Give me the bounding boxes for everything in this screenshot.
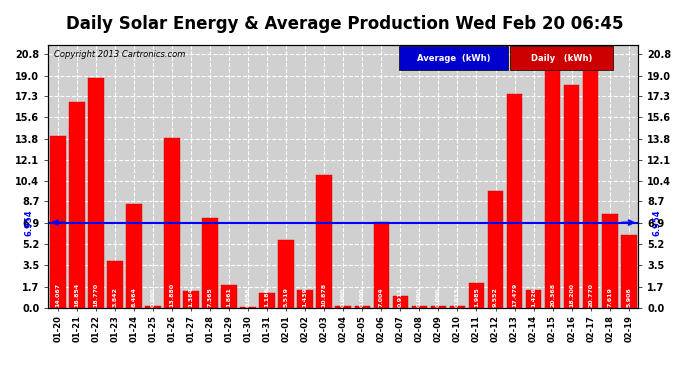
Text: 10.878: 10.878	[322, 282, 327, 306]
Text: 17.479: 17.479	[512, 282, 517, 306]
Text: 1.985: 1.985	[474, 286, 479, 306]
Text: 7.619: 7.619	[607, 286, 612, 306]
Text: 0.000: 0.000	[150, 287, 155, 306]
Text: 6.954: 6.954	[25, 209, 34, 236]
Text: 1.439: 1.439	[303, 286, 308, 306]
Bar	[373, 222, 389, 308]
Bar	[431, 306, 446, 308]
Text: 0.000: 0.000	[359, 287, 365, 306]
Text: 1.426: 1.426	[531, 286, 536, 306]
Bar	[450, 306, 465, 308]
Bar	[488, 191, 503, 308]
Bar	[317, 175, 332, 308]
Text: 20.368: 20.368	[550, 282, 555, 306]
Text: 7.365: 7.365	[208, 286, 213, 306]
Text: 0.000: 0.000	[436, 287, 441, 306]
Text: 5.906: 5.906	[627, 287, 631, 306]
Text: 18.770: 18.770	[93, 282, 99, 306]
Bar	[526, 290, 542, 308]
Text: 20.770: 20.770	[588, 282, 593, 306]
Text: Daily   (kWh): Daily (kWh)	[531, 54, 593, 63]
Text: 0.911: 0.911	[398, 287, 403, 306]
Text: 0.056: 0.056	[246, 287, 250, 306]
Bar	[145, 306, 161, 308]
Text: 14.067: 14.067	[55, 282, 60, 306]
Text: Average  (kWh): Average (kWh)	[417, 54, 491, 63]
FancyBboxPatch shape	[400, 46, 509, 70]
Bar	[184, 291, 199, 308]
Bar	[107, 261, 123, 308]
Bar	[297, 290, 313, 308]
Bar	[88, 78, 104, 308]
Text: 8.464: 8.464	[131, 286, 137, 306]
Bar	[221, 285, 237, 308]
Text: 1.186: 1.186	[265, 286, 270, 306]
Bar	[621, 236, 637, 308]
Text: 7.004: 7.004	[379, 287, 384, 306]
Bar	[545, 59, 560, 308]
Text: 16.854: 16.854	[75, 282, 79, 306]
Bar	[506, 94, 522, 308]
Bar	[564, 85, 580, 308]
Bar	[50, 136, 66, 308]
Text: 1.384: 1.384	[188, 286, 193, 306]
Text: Daily Solar Energy & Average Production Wed Feb 20 06:45: Daily Solar Energy & Average Production …	[66, 15, 624, 33]
Bar	[602, 214, 618, 308]
Text: 0.000: 0.000	[341, 287, 346, 306]
Bar	[164, 138, 180, 308]
Bar	[393, 296, 408, 307]
Bar	[469, 283, 484, 308]
Bar	[202, 217, 218, 308]
Bar	[278, 240, 294, 308]
Text: 9.552: 9.552	[493, 286, 498, 306]
Bar	[259, 293, 275, 308]
Text: 1.861: 1.861	[226, 286, 232, 306]
Bar	[412, 306, 427, 308]
Text: 0.013: 0.013	[455, 287, 460, 306]
Bar	[335, 306, 351, 308]
Bar	[355, 306, 370, 308]
Text: Copyright 2013 Cartronics.com: Copyright 2013 Cartronics.com	[55, 50, 186, 59]
Text: 3.842: 3.842	[112, 286, 117, 306]
Text: 18.200: 18.200	[569, 282, 574, 306]
FancyBboxPatch shape	[510, 46, 613, 70]
Text: 13.880: 13.880	[170, 282, 175, 306]
Text: 0.000: 0.000	[417, 287, 422, 306]
Bar	[126, 204, 141, 308]
Bar	[240, 307, 256, 308]
Bar	[69, 102, 85, 308]
Text: 6.954: 6.954	[653, 209, 662, 236]
Bar	[583, 54, 598, 307]
Text: 5.519: 5.519	[284, 286, 288, 306]
